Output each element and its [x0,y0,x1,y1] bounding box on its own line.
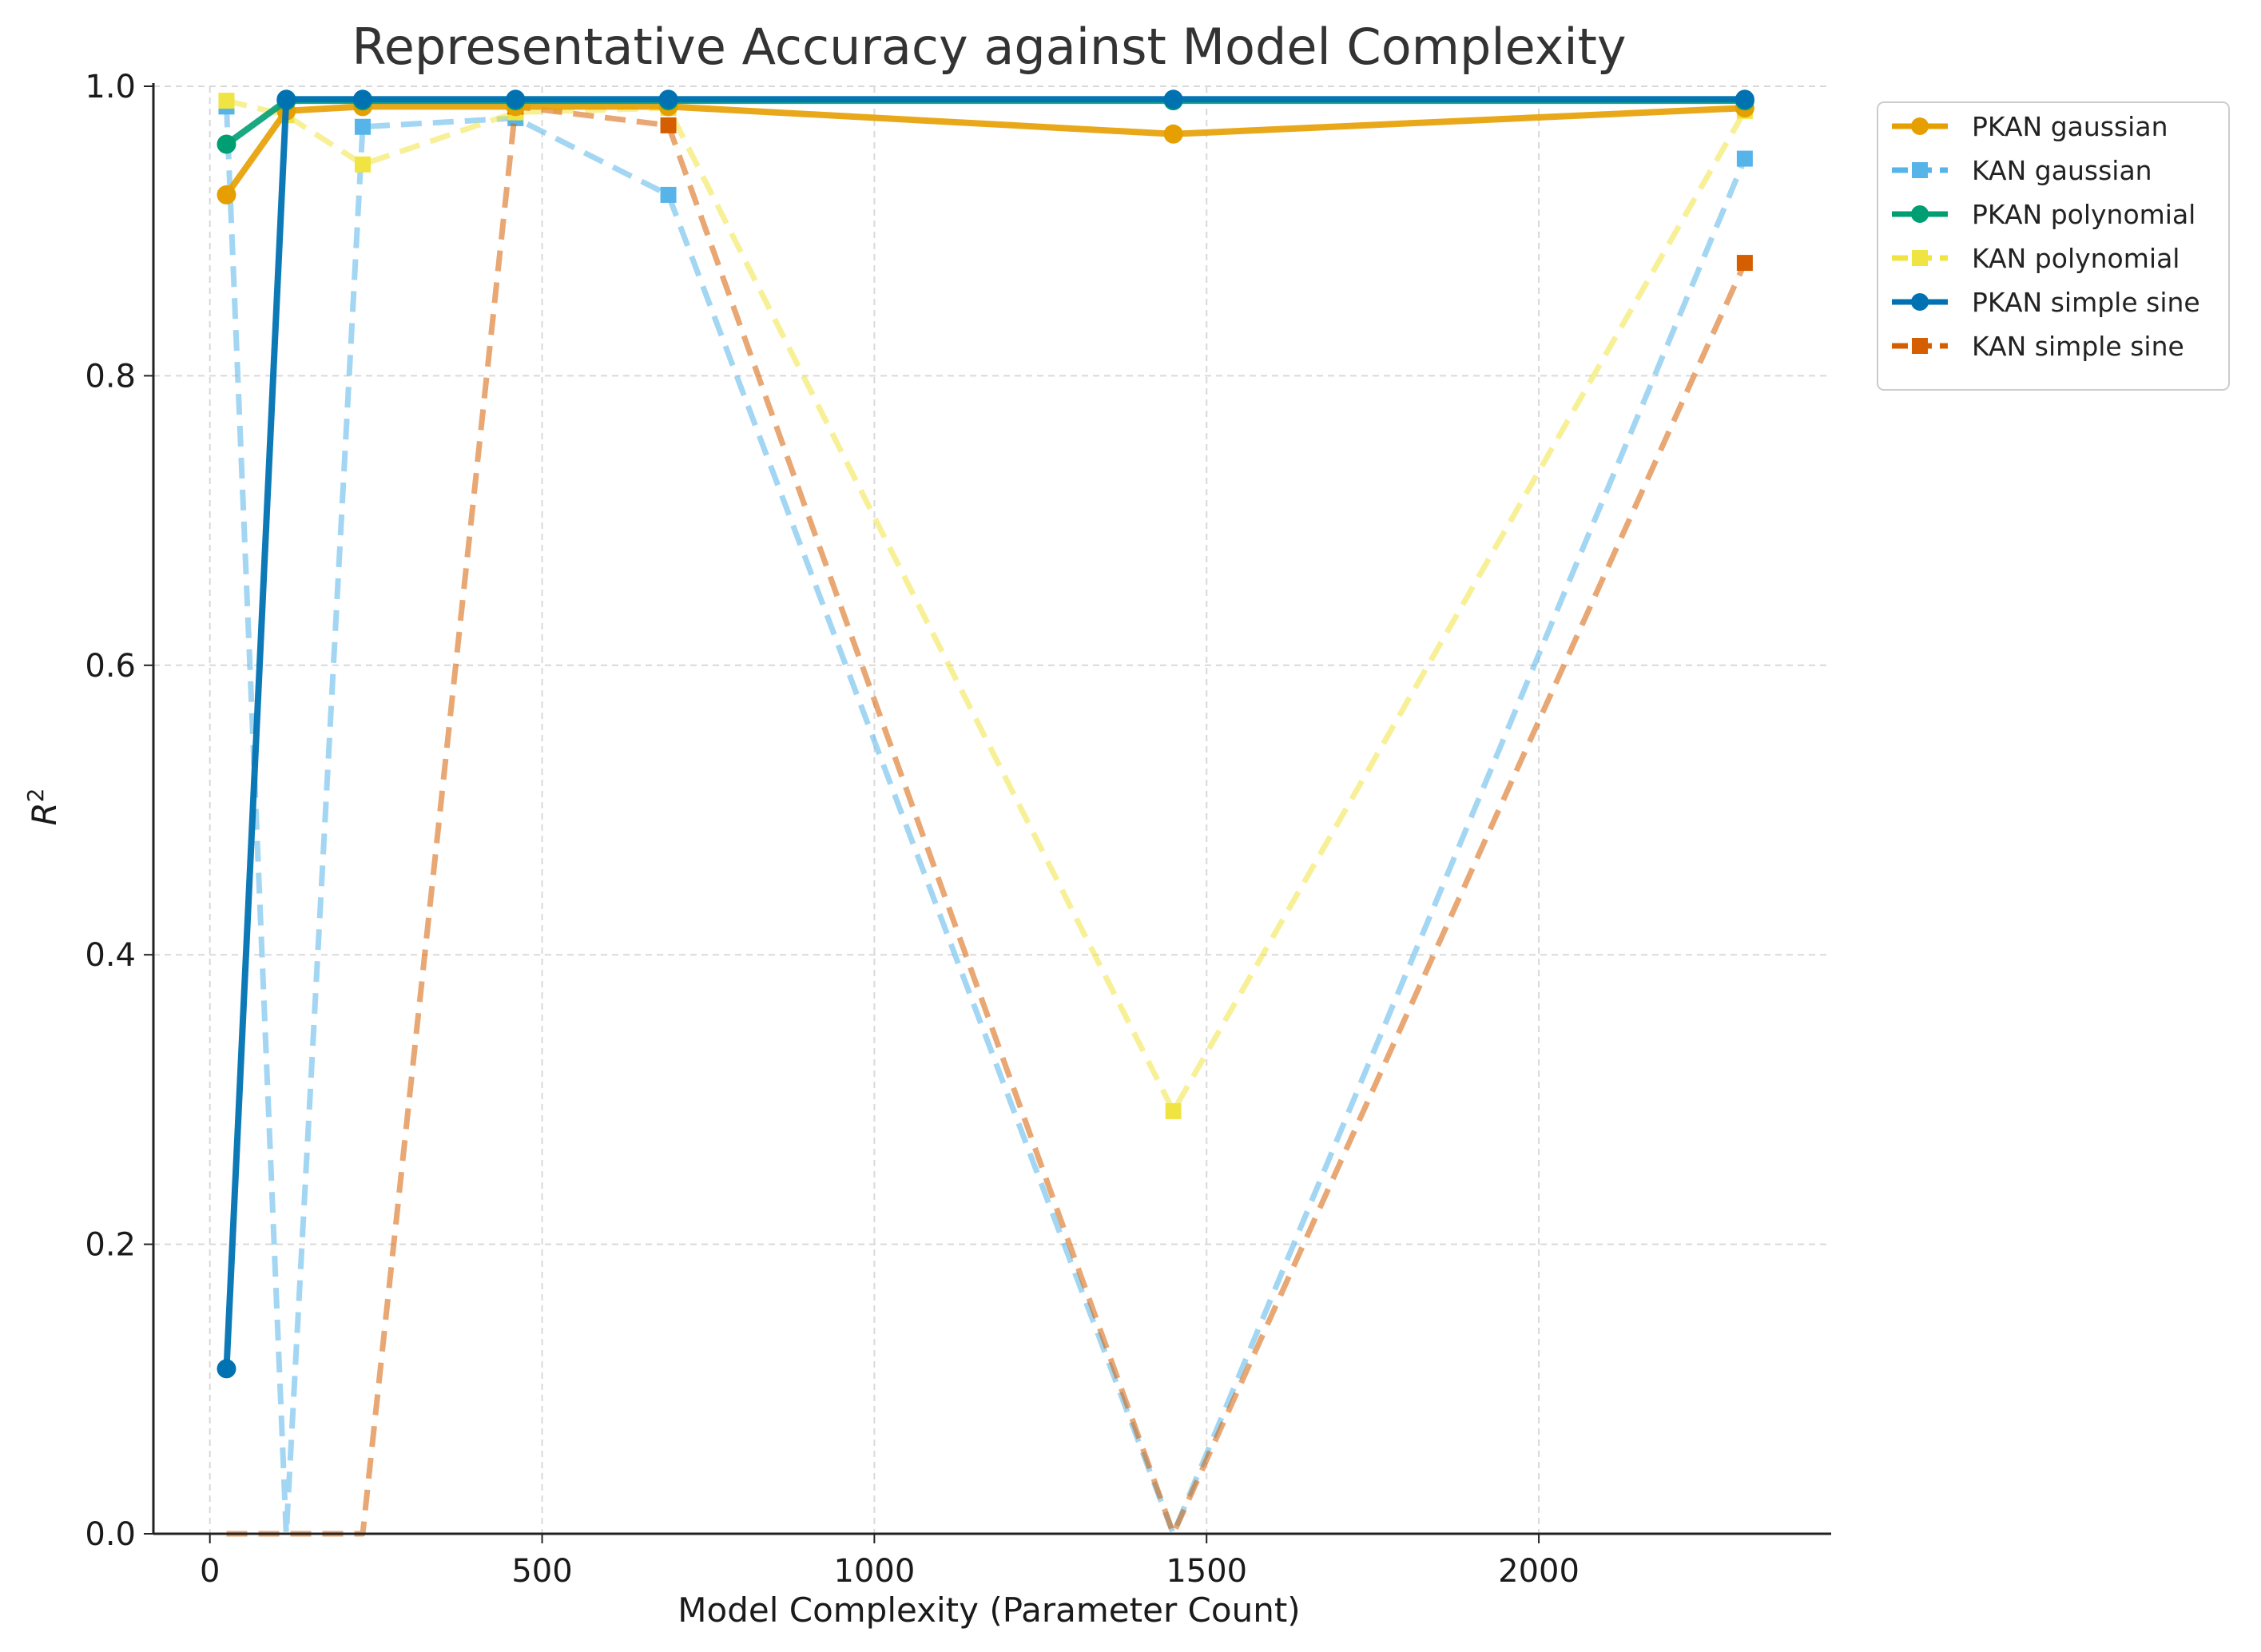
data-point [1736,255,1753,272]
data-point [660,117,677,133]
grid [153,85,1831,1535]
series-line [226,103,1748,1537]
x-axis-title: Model Complexity (Parameter Count) [678,1590,1300,1630]
series-line [225,97,1747,1114]
x-tick-label: 1500 [1166,1553,1247,1590]
data-point [1163,89,1183,109]
y-tick-label: 0.8 [85,358,136,395]
legend-marker [1911,117,1929,135]
data-point [354,118,371,135]
axes [144,83,1831,1543]
legend-item: PKAN simple sine [1892,287,2200,318]
legend-label: PKAN polynomial [1972,199,2195,230]
legend-item: PKAN polynomial [1892,199,2195,230]
data-point [660,186,677,203]
series-layer [217,89,1754,1537]
data-point [276,89,296,109]
data-point [354,156,371,173]
legend-item: KAN gaussian [1892,155,2152,186]
y-tick-label: 1.0 [85,69,136,105]
series-kan-simple-sine [226,98,1753,1537]
series-line [224,106,1748,1537]
legend-item: KAN polynomial [1892,243,2180,274]
legend-label: PKAN simple sine [1972,287,2200,318]
x-tick-label: 1000 [833,1553,915,1590]
data-point [658,89,678,109]
series-pkan-gaussian [217,97,1754,205]
data-point [1734,89,1754,109]
y-tick-label: 0.6 [85,648,136,685]
x-tick-label: 2000 [1498,1553,1580,1590]
legend-marker [1912,162,1928,178]
legend-marker [1911,293,1929,311]
data-point [1165,1102,1182,1119]
legend-marker [1911,205,1929,223]
y-tick-label: 0.2 [85,1227,136,1264]
data-point [217,1359,236,1379]
x-tick-label: 500 [511,1553,572,1590]
data-point [1736,150,1753,167]
data-point [218,93,235,109]
data-point [506,89,526,109]
y-axis-title-base: R [25,802,64,825]
series-kan-polynomial [218,93,1753,1119]
series-pkan-simple-sine [217,89,1754,1379]
legend-item: PKAN gaussian [1892,111,2168,142]
legend-marker [1912,250,1928,266]
series-line [224,103,1746,197]
y-tick-label: 0.4 [85,937,136,974]
y-tick-label: 0.0 [85,1516,136,1553]
y-axis-title: R2 [22,788,64,825]
data-point [1163,124,1183,144]
legend-box [1877,101,2230,391]
legend-marker [1912,338,1928,354]
y-axis-title-superscript: 2 [22,788,49,802]
data-point [217,185,236,205]
series-kan-gaussian [218,98,1753,1537]
legend-label: PKAN gaussian [1972,111,2168,142]
tick-labels: 0 500 1000 1500 2000 0.0 0.2 0.4 0.6 0.8 1.0 [85,69,1580,1590]
legend: PKAN gaussian KAN gaussian PKAN polynomial… [1877,101,2230,391]
data-point [217,134,236,154]
legend-label: KAN polynomial [1972,243,2180,274]
legend-label: KAN simple sine [1972,331,2184,362]
chart-title: Representative Accuracy against Model Co… [352,18,1626,76]
legend-label: KAN gaussian [1972,155,2152,186]
legend-item: KAN simple sine [1892,331,2184,362]
data-point [352,89,372,109]
x-tick-label: 0 [200,1553,220,1590]
